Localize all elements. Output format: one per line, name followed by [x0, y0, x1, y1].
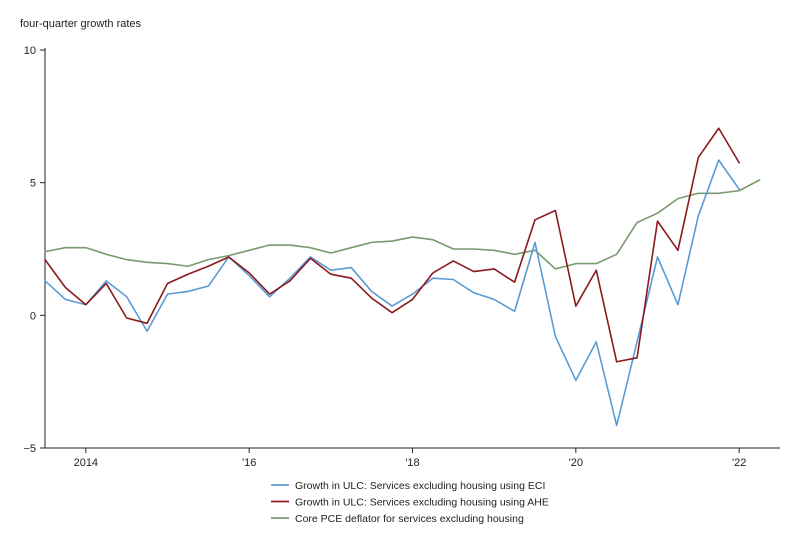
- x-tick-label: '22: [732, 457, 746, 469]
- series-line-1: [44, 159, 740, 427]
- series-line-3: [44, 179, 761, 270]
- x-tick-label: '18: [405, 457, 419, 469]
- y-tick-label: 0: [30, 310, 36, 322]
- legend-label: Growth in ULC: Services excluding housin…: [295, 497, 549, 509]
- legend-label: Growth in ULC: Services excluding housin…: [295, 480, 545, 492]
- series-line-2: [44, 127, 740, 363]
- y-tick-label: −5: [23, 443, 36, 455]
- y-tick-label: 10: [24, 45, 36, 57]
- x-tick-label: 2014: [74, 457, 98, 469]
- y-axis-title: four-quarter growth rates: [20, 18, 142, 30]
- x-tick-label: '16: [242, 457, 256, 469]
- legend-label: Core PCE deflator for services excluding…: [295, 513, 524, 525]
- x-tick-label: '20: [569, 457, 583, 469]
- y-tick-label: 5: [30, 178, 36, 190]
- legend: Growth in ULC: Services excluding housin…: [271, 480, 549, 525]
- plot-area: 10 5 0 −5 2014 '16 '18 '20 '22: [23, 45, 780, 469]
